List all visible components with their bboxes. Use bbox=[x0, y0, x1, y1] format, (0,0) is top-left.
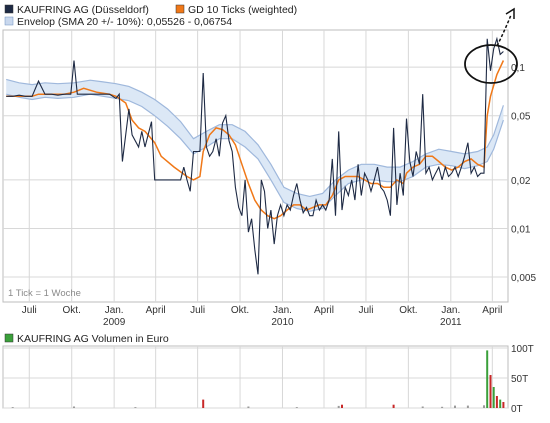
envelope-legend-swatch bbox=[4, 16, 14, 26]
x-tick-label: Jan. bbox=[273, 305, 292, 316]
volume-bar bbox=[486, 350, 489, 408]
x-year-label: 2010 bbox=[271, 317, 294, 328]
volume-title: KAUFRING AG Volumen in Euro bbox=[17, 333, 169, 345]
gd-legend-label: GD 10 Ticks (weighted) bbox=[188, 4, 297, 16]
volume-grid bbox=[3, 346, 508, 409]
volume-bar bbox=[392, 404, 395, 408]
x-axis-years: 2009 2010 2011 bbox=[103, 317, 462, 328]
x-tick-label: Jan. bbox=[105, 305, 124, 316]
y-tick-label: 0,005 bbox=[511, 273, 536, 284]
x-tick-label: Juli bbox=[358, 305, 373, 316]
volume-bar bbox=[489, 375, 492, 408]
volume-bar bbox=[421, 406, 424, 408]
volume-bar bbox=[466, 405, 469, 408]
volume-bar bbox=[134, 407, 137, 408]
volume-bar bbox=[492, 387, 495, 408]
x-tick-label: April bbox=[314, 305, 334, 316]
volume-legend-swatch bbox=[4, 333, 14, 343]
annotation-arrow-head bbox=[505, 7, 515, 19]
gd-legend-swatch bbox=[175, 4, 185, 14]
volume-bar bbox=[247, 406, 250, 408]
volume-bar bbox=[454, 405, 456, 408]
volume-bar bbox=[295, 407, 298, 408]
x-year-label: 2011 bbox=[440, 317, 462, 328]
price-plot-frame bbox=[2, 29, 509, 303]
volume-bar bbox=[499, 399, 502, 408]
annotation-circle bbox=[464, 44, 518, 84]
price-legend-label: KAUFRING AG (Düsseldorf) bbox=[17, 4, 149, 16]
spike-annotation bbox=[464, 7, 518, 84]
volume-bar bbox=[502, 402, 505, 408]
price-legend: KAUFRING AG (Düsseldorf) GD 10 Ticks (we… bbox=[4, 4, 297, 28]
volume-bar bbox=[337, 405, 340, 408]
price-series-line bbox=[6, 36, 504, 275]
volume-tick-label: 100T bbox=[511, 344, 534, 355]
x-year-label: 2009 bbox=[103, 317, 126, 328]
price-legend-swatch bbox=[4, 4, 14, 14]
price-y-axis: 0,1 0,05 0,02 0,01 0,005 bbox=[511, 63, 536, 284]
volume-tick-label: 50T bbox=[511, 374, 528, 385]
envelope-legend-label: Envelop (SMA 20 +/- 10%): 0,05526 - 0,06… bbox=[17, 16, 232, 28]
annotation-arrow-shaft bbox=[496, 14, 512, 47]
x-tick-label: Okt. bbox=[63, 305, 81, 316]
gd-series-line bbox=[6, 60, 505, 220]
x-axis: Juli Okt. Jan. April Juli Okt. Jan. April Juli Ok… bbox=[22, 305, 503, 316]
x-tick-label: April bbox=[146, 305, 166, 316]
x-tick-label: Juli bbox=[190, 305, 205, 316]
volume-tick-label: 0T bbox=[511, 404, 523, 415]
volume-bar bbox=[73, 406, 75, 408]
x-tick-label: Okt. bbox=[399, 305, 417, 316]
x-tick-label: Okt. bbox=[231, 305, 249, 316]
volume-bars bbox=[11, 350, 505, 408]
x-tick-label: April bbox=[482, 305, 502, 316]
x-tick-label: Juli bbox=[22, 305, 37, 316]
volume-bar bbox=[11, 407, 14, 408]
x-tick-label: Jan. bbox=[441, 305, 460, 316]
volume-bar bbox=[495, 396, 498, 408]
price-grid bbox=[3, 30, 508, 302]
volume-y-axis: 100T 50T 0T bbox=[511, 344, 534, 415]
volume-bar bbox=[341, 404, 343, 408]
y-tick-label: 0,05 bbox=[511, 112, 531, 123]
volume-bar bbox=[202, 399, 205, 408]
y-tick-label: 0,01 bbox=[511, 224, 531, 235]
y-tick-label: 0,1 bbox=[511, 63, 525, 74]
tick-note: 1 Tick = 1 Woche bbox=[8, 288, 81, 299]
volume-bar bbox=[441, 406, 444, 408]
y-tick-label: 0,02 bbox=[511, 176, 531, 187]
envelope-lower-line bbox=[6, 93, 504, 212]
volume-bar bbox=[483, 405, 485, 408]
envelope-upper-line bbox=[6, 78, 504, 198]
